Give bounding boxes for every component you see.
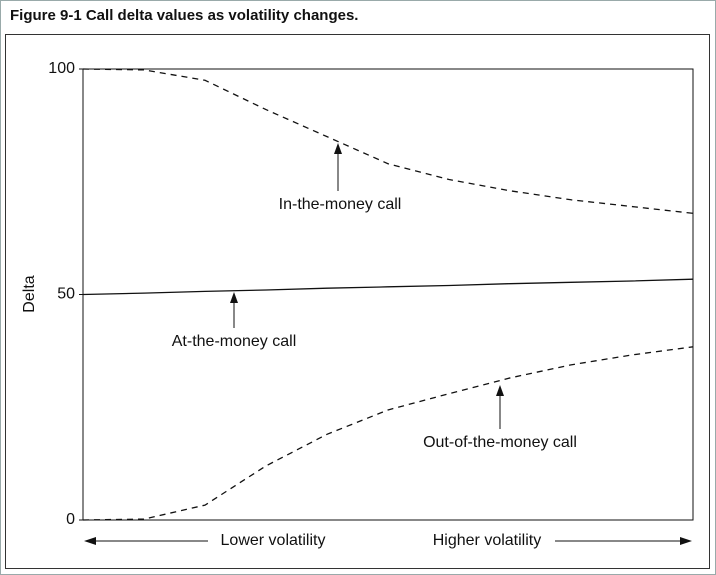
x-arrowhead-left <box>84 537 96 545</box>
series-annotation: At-the-money call <box>172 333 297 350</box>
y-axis-label: Delta <box>21 275 38 312</box>
annotation-arrowhead <box>334 143 342 154</box>
x-label-right: Higher volatility <box>433 532 541 549</box>
series-line <box>82 278 694 296</box>
y-tick-label: 50 <box>57 286 75 303</box>
chart-title: Figure 9-1 Call delta values as volatili… <box>10 7 358 24</box>
plot-frame <box>82 68 694 521</box>
annotation-arrowhead <box>496 385 504 396</box>
x-label-left: Lower volatility <box>221 532 326 549</box>
series-line <box>82 346 694 521</box>
figure-border <box>5 34 710 569</box>
y-tick-label: 0 <box>66 511 75 528</box>
series-line <box>82 68 694 214</box>
y-tick-label: 100 <box>48 60 75 77</box>
annotation-arrowhead <box>230 292 238 303</box>
series-annotation: Out-of-the-money call <box>423 434 577 451</box>
series-annotation: In-the-money call <box>279 196 402 213</box>
x-arrowhead-right <box>680 537 692 545</box>
